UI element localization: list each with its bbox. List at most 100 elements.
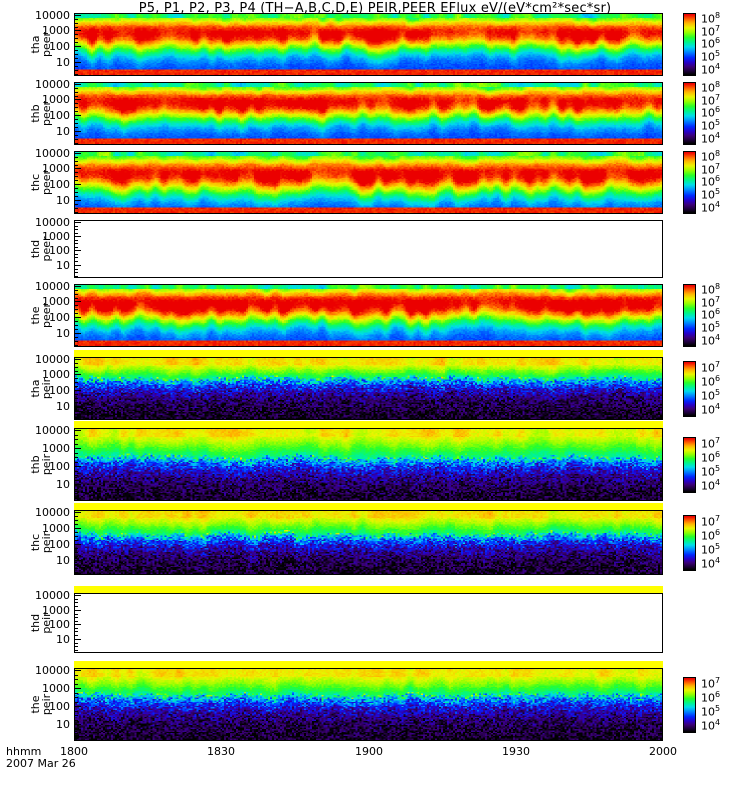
y-minor-tick-mark — [74, 453, 78, 454]
colorbar-tick-label: 107 — [701, 93, 721, 108]
colorbar-tick-label: 104 — [701, 718, 721, 733]
y-minor-tick-mark — [74, 329, 78, 330]
y-minor-tick-mark — [74, 556, 78, 557]
y-minor-tick-mark — [74, 50, 78, 51]
y-tick-mark — [74, 430, 81, 431]
y-minor-tick-mark — [74, 715, 78, 716]
y-tick-label: 1000 — [42, 442, 70, 455]
y-minor-tick-mark — [74, 418, 78, 419]
y-tick-label: 1000 — [42, 682, 70, 695]
colorbar-tick-label: 104 — [701, 62, 721, 77]
y-minor-tick-mark — [74, 165, 78, 166]
y-minor-tick-mark — [74, 54, 78, 55]
y-minor-tick-mark — [74, 524, 78, 525]
y-minor-tick-mark — [74, 196, 78, 197]
y-tick-mark — [74, 15, 81, 16]
y-minor-tick-mark — [74, 738, 78, 739]
spectrogram-panel-thb-peer — [74, 82, 663, 145]
y-minor-tick-mark — [74, 247, 78, 248]
colorbar-gradient — [684, 152, 695, 213]
y-tick-mark — [74, 466, 81, 467]
colorbar-gradient — [684, 516, 695, 570]
x-axis-unit-label: hhmm — [6, 745, 42, 758]
y-minor-tick-mark — [74, 180, 78, 181]
y-minor-tick-mark — [74, 96, 78, 97]
y-tick-mark — [74, 265, 81, 266]
spectrogram-image-thc-peer — [75, 152, 662, 213]
colorbar-tick-label: 108 — [701, 282, 721, 297]
y-minor-tick-mark — [74, 345, 78, 346]
y-minor-tick-mark — [74, 27, 78, 28]
y-tick-label: 1000 — [42, 604, 70, 617]
y-tick-mark — [74, 406, 81, 407]
panel-separator-band — [74, 421, 663, 428]
x-tick-label: 1800 — [60, 745, 88, 758]
colorbar-tick-label: 105 — [701, 704, 721, 719]
y-minor-tick-mark — [74, 88, 78, 89]
colorbar-tick-label: 104 — [701, 402, 721, 417]
y-tick-mark — [74, 30, 81, 31]
y-minor-tick-mark — [74, 363, 78, 364]
spectrogram-surface — [75, 669, 662, 740]
y-tick-label: 100 — [49, 40, 70, 53]
y-minor-tick-mark — [74, 74, 78, 75]
colorbar-the-peer — [683, 284, 696, 347]
y-minor-tick-mark — [74, 720, 78, 721]
y-tick-mark — [74, 484, 81, 485]
y-minor-tick-mark — [74, 243, 78, 244]
colorbar-tick-label: 105 — [701, 320, 721, 335]
y-tick-mark — [74, 236, 81, 237]
y-minor-tick-mark — [74, 548, 78, 549]
y-minor-tick-mark — [74, 498, 78, 499]
y-minor-tick-mark — [74, 568, 78, 569]
y-tick-label: 1000 — [42, 93, 70, 106]
colorbar-gradient — [684, 362, 695, 416]
y-minor-tick-mark — [74, 321, 78, 322]
colorbar-the-peir — [683, 677, 696, 733]
colorbar-thc-peir — [683, 515, 696, 571]
y-tick-label: 100 — [49, 244, 70, 257]
colorbar-tick-label: 104 — [701, 478, 721, 493]
colorbar-gradient — [684, 678, 695, 732]
y-tick-label: 10 — [56, 327, 70, 340]
y-tick-label: 1000 — [42, 522, 70, 535]
spectrogram-surface — [75, 358, 662, 419]
y-tick-mark — [74, 286, 81, 287]
y-minor-tick-mark — [74, 212, 78, 213]
colorbar-tick-label: 104 — [701, 200, 721, 215]
y-tick-label: 1000 — [42, 295, 70, 308]
y-minor-tick-mark — [74, 70, 78, 71]
spectrogram-surface — [75, 429, 662, 500]
y-minor-tick-mark — [74, 19, 78, 20]
y-tick-mark — [74, 639, 81, 640]
y-minor-tick-mark — [74, 135, 78, 136]
colorbar-tick-label: 107 — [701, 162, 721, 177]
spectrogram-image-tha-peir — [75, 358, 662, 419]
y-minor-tick-mark — [74, 646, 78, 647]
y-minor-tick-mark — [74, 410, 78, 411]
colorbar-tick-label: 107 — [701, 360, 721, 375]
colorbar-tick-label: 107 — [701, 24, 721, 39]
spectrogram-image-thb-peir — [75, 429, 662, 500]
y-tick-label: 1000 — [42, 368, 70, 381]
y-tick-mark — [74, 512, 81, 513]
y-minor-tick-mark — [74, 631, 78, 632]
colorbar-tick-label: 104 — [701, 333, 721, 348]
y-minor-tick-mark — [74, 123, 78, 124]
y-minor-tick-mark — [74, 119, 78, 120]
y-minor-tick-mark — [74, 564, 78, 565]
y-tick-mark — [74, 99, 81, 100]
y-minor-tick-mark — [74, 157, 78, 158]
y-tick-label: 100 — [49, 384, 70, 397]
y-minor-tick-mark — [74, 103, 78, 104]
y-minor-tick-mark — [74, 650, 78, 651]
y-minor-tick-mark — [74, 42, 78, 43]
colorbar-tick-label: 106 — [701, 528, 721, 543]
y-tick-mark — [74, 301, 81, 302]
y-tick-mark — [74, 359, 81, 360]
y-tick-mark — [74, 153, 81, 154]
y-minor-tick-mark — [74, 536, 78, 537]
x-tick-label: 1900 — [355, 745, 383, 758]
y-tick-label: 100 — [49, 311, 70, 324]
y-tick-mark — [74, 528, 81, 529]
